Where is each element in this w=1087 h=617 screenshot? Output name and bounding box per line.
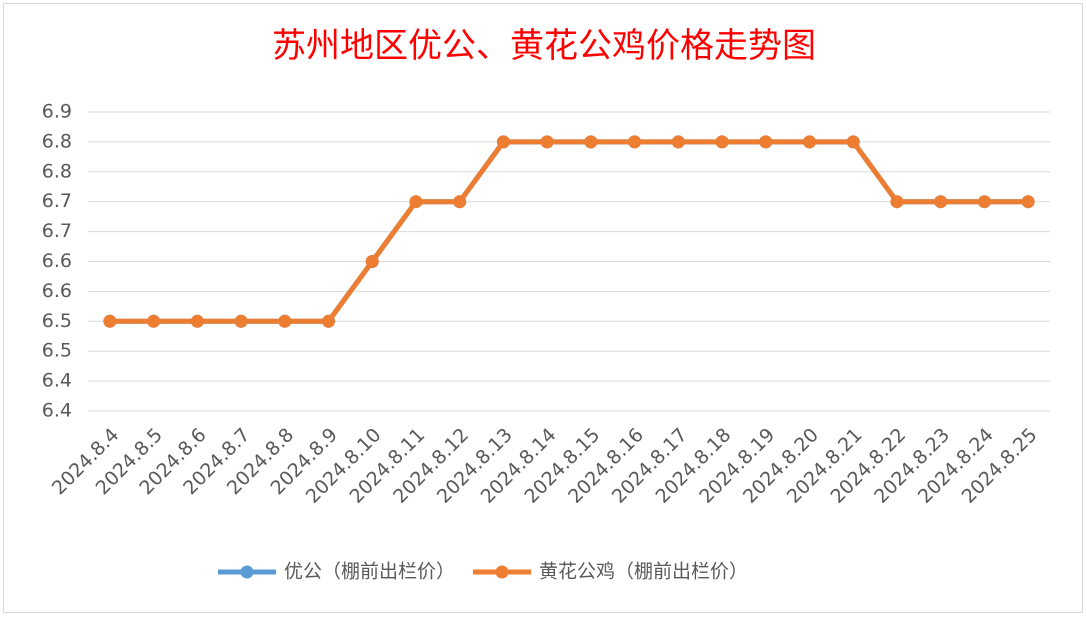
- series-marker: [540, 135, 554, 149]
- series-line: [109, 139, 1029, 324]
- series-marker: [147, 314, 161, 328]
- series-marker: [715, 135, 729, 149]
- series-marker: [759, 135, 773, 149]
- series-marker: [496, 135, 510, 149]
- y-tick-label: 6.9: [42, 101, 72, 123]
- series-marker: [628, 135, 642, 149]
- legend-marker: [240, 565, 254, 579]
- series-marker: [671, 135, 685, 149]
- y-tick-label: 6.7: [42, 190, 72, 212]
- series-marker: [453, 195, 467, 209]
- series-marker: [103, 314, 117, 328]
- y-tick-label: 6.7: [42, 220, 72, 242]
- legend-label: 优公（棚前出栏价）: [284, 561, 455, 583]
- y-tick-label: 6.8: [42, 130, 72, 152]
- y-tick-label: 6.5: [42, 340, 72, 362]
- series-marker: [365, 255, 379, 268]
- chart-border: [3, 3, 1083, 613]
- y-tick-label: 6.4: [42, 400, 72, 422]
- y-tick-label: 6.6: [42, 250, 72, 272]
- series-marker: [977, 195, 991, 209]
- y-tick-label: 6.4: [42, 370, 72, 392]
- series-marker: [322, 314, 335, 328]
- series-marker: [934, 195, 948, 209]
- series-marker: [190, 314, 204, 328]
- series-marker: [1021, 195, 1035, 209]
- y-tick-label: 6.6: [42, 280, 72, 302]
- chart-title: 苏州地区优公、黄花公鸡价格走势图: [272, 26, 816, 66]
- series-marker: [278, 314, 292, 328]
- series-marker: [846, 135, 860, 149]
- series-marker: [234, 314, 248, 328]
- series-marker: [409, 195, 423, 209]
- legend-marker: [495, 565, 509, 579]
- series-marker: [890, 195, 904, 209]
- series-marker: [584, 135, 598, 149]
- legend-label: 黄花公鸡（棚前出栏价）: [539, 561, 748, 583]
- y-tick-label: 6.5: [42, 310, 72, 332]
- series-marker: [803, 135, 816, 149]
- y-tick-label: 6.8: [42, 160, 72, 182]
